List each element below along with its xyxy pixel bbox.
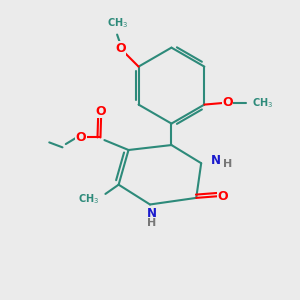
Text: N: N	[147, 207, 157, 220]
Text: N: N	[210, 154, 220, 167]
Text: H: H	[147, 218, 156, 228]
Text: O: O	[75, 131, 86, 144]
Text: O: O	[217, 190, 228, 203]
Text: CH$_3$: CH$_3$	[78, 192, 99, 206]
Text: CH$_3$: CH$_3$	[252, 96, 273, 110]
Text: O: O	[96, 104, 106, 118]
Text: O: O	[222, 96, 233, 110]
Text: H: H	[223, 159, 232, 169]
Text: O: O	[115, 42, 126, 55]
Text: CH$_3$: CH$_3$	[106, 16, 128, 30]
